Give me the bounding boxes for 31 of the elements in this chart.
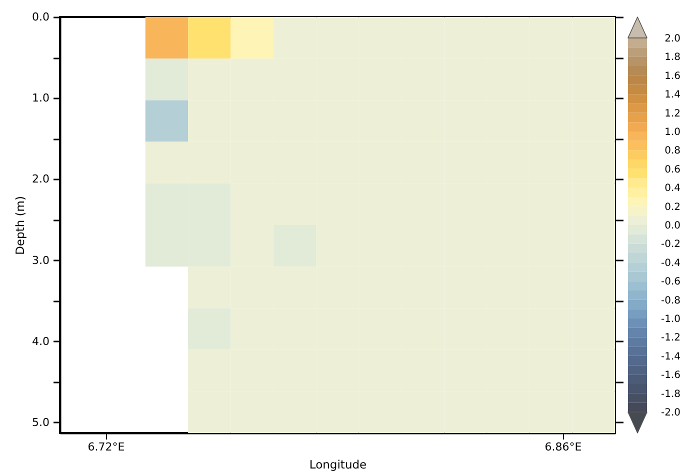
color-bar-label: -0.4 <box>660 257 680 268</box>
x-tick-label: 6.72°E <box>88 440 125 453</box>
y-axis-title: Depth (m) <box>13 196 28 254</box>
color-bar-label: -1.2 <box>660 332 680 344</box>
y-tick-label: 2.0 <box>32 172 50 186</box>
color-bar-label: 0.8 <box>664 145 680 156</box>
color-bar-label: -2.0 <box>660 407 680 418</box>
y-tick-label: 4.0 <box>32 334 50 348</box>
y-tick-label: 1.0 <box>32 91 50 104</box>
color-bar-label: 0.6 <box>664 164 680 175</box>
color-bar-label: -0.8 <box>660 294 680 306</box>
color-bar-label: 0.0 <box>664 220 680 231</box>
color-bar-label: -1.8 <box>660 388 680 400</box>
color-bar-label: 1.2 <box>664 108 680 119</box>
y-tick-label: 5.0 <box>32 415 50 428</box>
x-axis-title: Longitude <box>309 457 367 471</box>
color-bar-label: -1.0 <box>660 314 680 325</box>
color-bar-label: -0.6 <box>660 276 680 288</box>
color-bar-label: 2.0 <box>664 32 680 44</box>
color-bar-label: 1.6 <box>664 70 680 82</box>
color-bar-label: -1.4 <box>660 350 680 362</box>
y-tick-label: 0.0 <box>32 10 50 23</box>
y-tick-label: 3.0 <box>32 253 50 266</box>
color-bar-label: 0.4 <box>664 182 680 194</box>
color-bar-label: 1.4 <box>664 89 680 100</box>
color-bar-label: 1.8 <box>664 52 680 63</box>
x-tick-label: 6.86°E <box>544 440 582 453</box>
color-bar-label: -0.2 <box>660 238 680 250</box>
color-bar-label: 1.0 <box>664 126 680 138</box>
color-bar-label: -1.6 <box>660 370 680 381</box>
color-bar-label: 0.2 <box>664 201 680 212</box>
